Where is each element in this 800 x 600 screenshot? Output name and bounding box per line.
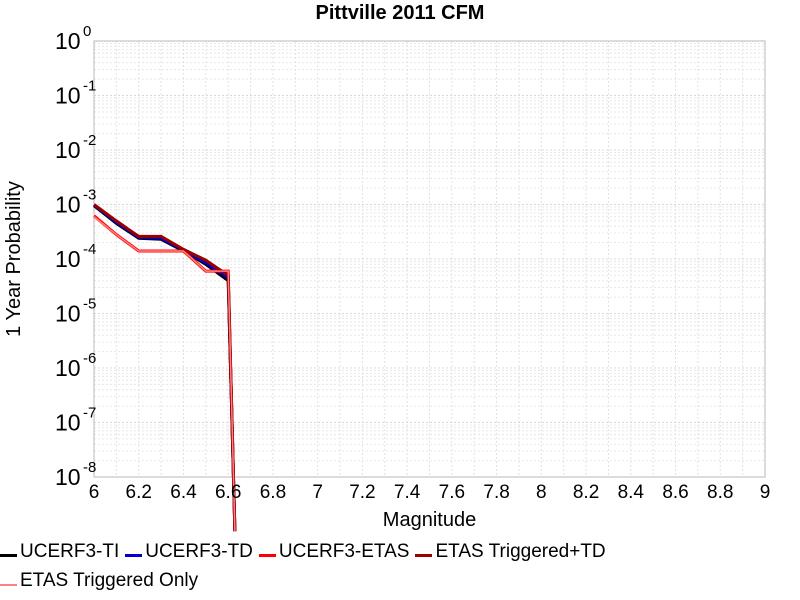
y-tick-exponent: -6 bbox=[83, 350, 96, 367]
x-tick-label: 9 bbox=[760, 482, 771, 503]
x-tick-label: 6.8 bbox=[260, 482, 286, 503]
x-axis-ticks: 6 6.2 6.4 6.6 6.8 7 7.2 7.4 7.6 7.8 8 8.2 8.4 8.6 8.8 9 bbox=[89, 482, 771, 503]
y-tick-label: 10 -2 bbox=[55, 132, 96, 163]
y-tick-exponent: -7 bbox=[83, 405, 96, 422]
y-tick-label: 10 0 bbox=[55, 23, 91, 54]
y-tick-exponent: -5 bbox=[83, 296, 96, 313]
x-tick-label: 6.6 bbox=[215, 482, 241, 503]
x-tick-label: 8.8 bbox=[707, 482, 733, 503]
y-tick-exponent: 0 bbox=[83, 23, 91, 40]
legend-item-etas-triggered-td: ETAS Triggered+TD bbox=[415, 540, 606, 563]
legend-row: UCERF3-TI UCERF3-TD UCERF3-ETAS ETAS Tri… bbox=[0, 537, 800, 566]
y-tick-label: 10 -7 bbox=[55, 405, 96, 436]
y-tick-exponent: -8 bbox=[83, 459, 96, 476]
legend-item-etas-triggered-only: ETAS Triggered Only bbox=[0, 570, 198, 592]
legend-item-ucerf3-etas: UCERF3-ETAS bbox=[258, 540, 410, 563]
x-tick-label: 6 bbox=[89, 482, 100, 503]
chart: Pittville 2011 CFM 6 6.2 6.4 6.6 6.8 7 7.2 7.4 7… bbox=[3, 2, 771, 532]
legend-label-etas-triggered-td: ETAS Triggered+TD bbox=[435, 540, 606, 562]
x-tick-label: 8 bbox=[536, 482, 547, 503]
y-tick-label: 10 -8 bbox=[55, 459, 96, 490]
y-tick-base: 10 bbox=[55, 83, 81, 109]
legend-label-etas-triggered-only: ETAS Triggered Only bbox=[20, 569, 199, 591]
legend: UCERF3-TI UCERF3-TD UCERF3-ETAS ETAS Tri… bbox=[0, 537, 800, 595]
x-tick-label: 7.8 bbox=[483, 482, 509, 503]
y-tick-label: 10 -6 bbox=[55, 350, 96, 381]
legend-swatch-etas-triggered-only bbox=[0, 583, 17, 586]
x-axis-label: Magnitude bbox=[383, 509, 476, 531]
y-tick-base: 10 bbox=[55, 28, 81, 54]
y-tick-label: 10 -4 bbox=[55, 241, 96, 272]
x-tick-label: 8.6 bbox=[662, 482, 688, 503]
legend-row: ETAS Triggered Only bbox=[0, 566, 800, 595]
x-tick-label: 7.4 bbox=[394, 482, 421, 503]
series-line-etas-triggered-only bbox=[93, 216, 236, 532]
y-tick-label: 10 -1 bbox=[55, 78, 96, 109]
y-tick-base: 10 bbox=[55, 246, 81, 272]
y-tick-base: 10 bbox=[55, 192, 81, 218]
grid bbox=[93, 41, 766, 478]
legend-item-ucerf3-ti: UCERF3-TI bbox=[0, 541, 119, 563]
x-tick-label: 8.2 bbox=[573, 482, 599, 503]
y-tick-exponent: -1 bbox=[83, 78, 96, 95]
x-tick-label: 7 bbox=[312, 482, 323, 503]
y-tick-base: 10 bbox=[55, 464, 81, 490]
legend-swatch-ucerf3-ti bbox=[0, 554, 17, 557]
series-line-etas-triggered-td bbox=[93, 203, 237, 532]
legend-swatch-ucerf3-etas bbox=[258, 554, 276, 557]
y-tick-exponent: -4 bbox=[83, 241, 96, 258]
y-axis-label: 1 Year Probability bbox=[3, 181, 25, 337]
x-tick-label: 7.6 bbox=[439, 482, 465, 503]
y-tick-label: 10 -3 bbox=[55, 187, 96, 218]
legend-swatch-ucerf3-td bbox=[125, 554, 143, 557]
legend-swatch-etas-triggered-td bbox=[415, 554, 433, 557]
y-tick-base: 10 bbox=[55, 301, 81, 327]
x-tick-label: 7.2 bbox=[349, 482, 375, 503]
legend-label-ucerf3-ti: UCERF3-TI bbox=[20, 540, 120, 562]
plot-area bbox=[93, 40, 766, 478]
y-tick-base: 10 bbox=[55, 410, 81, 436]
series-line-ucerf3-ti bbox=[93, 204, 237, 532]
series-lines bbox=[93, 203, 237, 532]
legend-label-ucerf3-td: UCERF3-TD bbox=[145, 540, 253, 562]
y-tick-exponent: -3 bbox=[83, 187, 96, 204]
x-tick-label: 8.4 bbox=[618, 482, 645, 503]
chart-title: Pittville 2011 CFM bbox=[316, 2, 485, 24]
legend-label-ucerf3-etas: UCERF3-ETAS bbox=[278, 540, 410, 562]
y-tick-base: 10 bbox=[55, 355, 81, 381]
legend-item-ucerf3-td: UCERF3-TD bbox=[125, 541, 253, 563]
x-tick-label: 6.4 bbox=[170, 482, 197, 503]
y-tick-label: 10 -5 bbox=[55, 296, 96, 327]
y-tick-base: 10 bbox=[55, 137, 81, 163]
y-tick-exponent: -2 bbox=[83, 132, 96, 149]
x-tick-label: 6.2 bbox=[126, 482, 152, 503]
